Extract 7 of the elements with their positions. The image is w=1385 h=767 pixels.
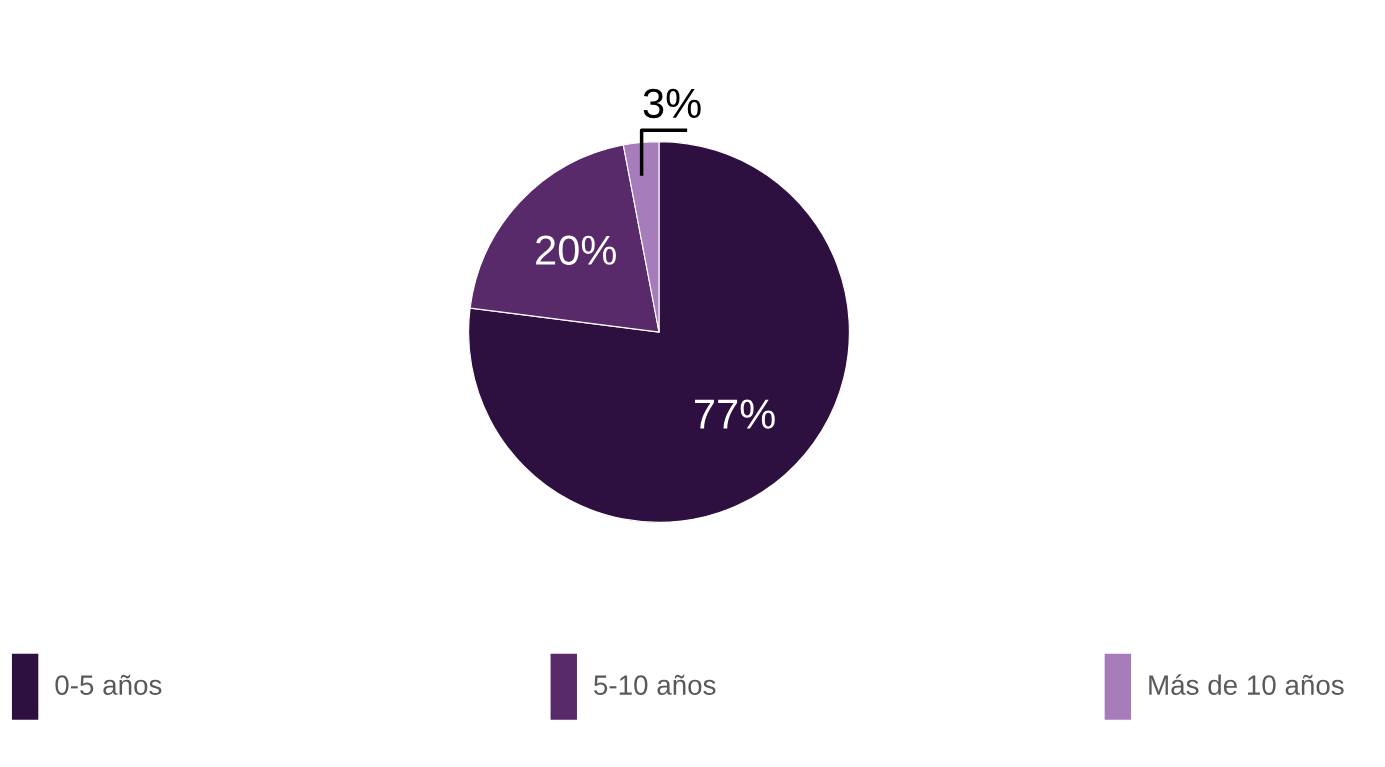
- pie-slice: [468, 141, 850, 523]
- data-label: 3%: [643, 88, 701, 119]
- legend-label: Más de 10 años: [1149, 674, 1344, 695]
- data-label: 77%: [694, 399, 775, 429]
- legend-label: 5-10 años: [594, 674, 716, 695]
- data-label: 20%: [536, 235, 616, 265]
- legend-label: 0-5 años: [55, 674, 162, 695]
